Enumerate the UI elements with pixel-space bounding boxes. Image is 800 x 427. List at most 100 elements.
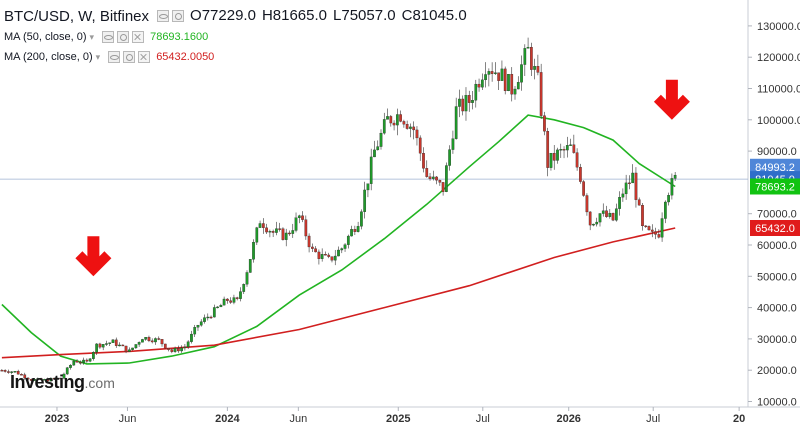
candle-body bbox=[294, 217, 298, 231]
candle bbox=[324, 251, 327, 256]
candle bbox=[62, 372, 66, 380]
close-icon[interactable] bbox=[132, 31, 145, 43]
candle-body bbox=[582, 181, 585, 196]
candle-body bbox=[487, 71, 491, 75]
candle bbox=[23, 372, 27, 380]
ma200-line bbox=[1, 227, 676, 359]
candle bbox=[222, 296, 226, 306]
candle bbox=[56, 377, 59, 380]
candle bbox=[353, 225, 357, 236]
candle bbox=[209, 315, 213, 319]
candle-body bbox=[39, 378, 43, 381]
candle bbox=[333, 249, 337, 266]
candle-body bbox=[516, 82, 520, 90]
candle bbox=[284, 228, 288, 247]
candle-body bbox=[52, 377, 56, 380]
candle bbox=[183, 344, 187, 351]
candle-body bbox=[530, 46, 533, 70]
candle bbox=[203, 314, 206, 324]
candle-body bbox=[26, 377, 30, 380]
chevron-down-icon[interactable]: ▾ bbox=[89, 31, 95, 42]
candle-body bbox=[320, 254, 324, 259]
candle-body bbox=[588, 211, 592, 226]
candle-body bbox=[559, 149, 563, 151]
candle bbox=[170, 348, 174, 354]
down-arrow-icon bbox=[653, 94, 690, 120]
candle-body bbox=[16, 371, 20, 375]
price-tag-bg bbox=[750, 219, 800, 236]
candle-body bbox=[278, 228, 282, 230]
visibility-icon[interactable] bbox=[108, 51, 121, 63]
candle-body bbox=[628, 182, 631, 185]
candle-body bbox=[448, 149, 451, 166]
candle bbox=[108, 342, 112, 346]
candle bbox=[245, 270, 249, 287]
candle-body bbox=[389, 116, 393, 124]
candle-body bbox=[412, 126, 416, 131]
symbol-title[interactable]: BTC/USD, W, Bitfinex bbox=[4, 7, 150, 25]
ohlc-key: C bbox=[401, 7, 413, 24]
candle-body bbox=[183, 346, 187, 349]
candle-body bbox=[598, 213, 602, 223]
candle-body bbox=[373, 149, 376, 158]
candle-body bbox=[631, 172, 635, 184]
candle-body bbox=[330, 256, 334, 261]
settings-icon[interactable] bbox=[117, 31, 130, 43]
candle-body bbox=[297, 215, 301, 218]
candle-body bbox=[190, 333, 193, 342]
candle-body bbox=[379, 132, 383, 147]
close-icon[interactable] bbox=[138, 51, 151, 63]
candle-body bbox=[147, 337, 151, 341]
candle-body bbox=[62, 373, 66, 379]
candle bbox=[667, 192, 670, 206]
ma50-legend: MA (50, close, 0) ▾ 78693.1600 bbox=[4, 31, 208, 43]
candle-body bbox=[575, 152, 579, 168]
candle bbox=[431, 170, 435, 181]
candle bbox=[114, 337, 118, 348]
candle-body bbox=[539, 72, 543, 116]
candle-body bbox=[141, 339, 144, 343]
candle-body bbox=[209, 316, 213, 319]
chevron-down-icon[interactable]: ▾ bbox=[95, 51, 101, 62]
candle-body bbox=[399, 114, 402, 122]
candle-body bbox=[248, 259, 252, 273]
candle bbox=[52, 377, 56, 381]
candle-body bbox=[667, 195, 670, 203]
ohlc-value: 81045.0 bbox=[412, 7, 467, 24]
candle bbox=[75, 359, 79, 363]
candle bbox=[598, 212, 602, 227]
candle bbox=[154, 337, 157, 345]
candle bbox=[173, 346, 177, 353]
y-tick-label: 90000.0 bbox=[757, 146, 797, 158]
candle bbox=[562, 146, 566, 159]
ma200-label[interactable]: MA (200, close, 0) bbox=[4, 51, 93, 63]
y-tick-label: 20000.0 bbox=[757, 365, 797, 377]
candle-body bbox=[288, 232, 291, 235]
visibility-icon[interactable] bbox=[157, 10, 170, 22]
ma50-label[interactable]: MA (50, close, 0) bbox=[4, 31, 87, 43]
candle bbox=[654, 227, 657, 240]
candle-body bbox=[382, 119, 386, 134]
candle-body bbox=[72, 360, 76, 366]
candle bbox=[539, 63, 543, 119]
y-tick-label: 30000.0 bbox=[757, 334, 797, 346]
y-tick-label: 10000.0 bbox=[757, 397, 797, 409]
candle bbox=[330, 256, 334, 263]
candle-body bbox=[118, 344, 121, 347]
candle-body bbox=[572, 144, 576, 153]
candle-body bbox=[484, 74, 487, 81]
settings-icon[interactable] bbox=[172, 10, 185, 22]
candle bbox=[402, 119, 406, 128]
settings-icon[interactable] bbox=[123, 51, 136, 63]
candle bbox=[628, 175, 631, 190]
candle bbox=[448, 145, 451, 171]
candle bbox=[575, 148, 579, 171]
candle-body bbox=[409, 126, 412, 129]
candle bbox=[650, 224, 654, 238]
candle bbox=[366, 183, 370, 198]
candle bbox=[382, 112, 386, 135]
visibility-icon[interactable] bbox=[102, 31, 115, 43]
ma50-value: 78693.1600 bbox=[150, 31, 209, 43]
